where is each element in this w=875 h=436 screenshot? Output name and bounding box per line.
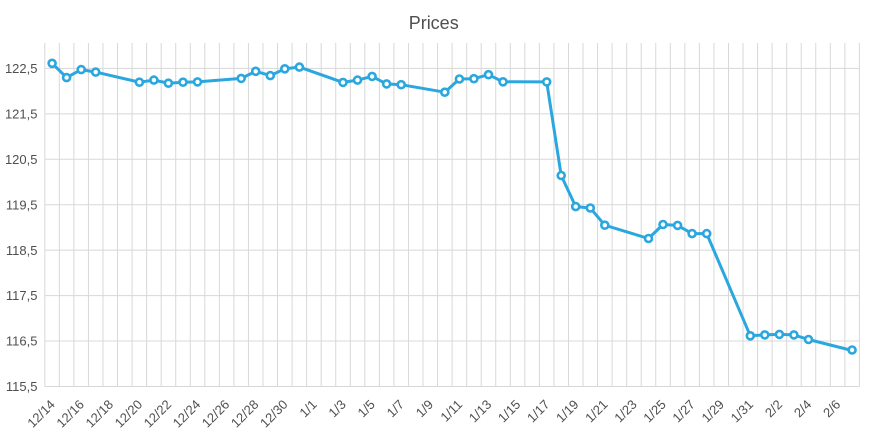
svg-text:12/30: 12/30: [257, 397, 291, 431]
svg-text:1/21: 1/21: [582, 397, 611, 426]
svg-text:1/5: 1/5: [355, 397, 378, 420]
svg-text:12/26: 12/26: [199, 397, 233, 431]
svg-text:1/7: 1/7: [384, 397, 407, 420]
svg-text:2/6: 2/6: [820, 397, 843, 420]
svg-text:1/17: 1/17: [524, 397, 553, 426]
svg-text:1/27: 1/27: [669, 397, 698, 426]
svg-text:1/9: 1/9: [413, 397, 436, 420]
svg-text:122,5: 122,5: [5, 61, 38, 76]
svg-text:116,5: 116,5: [6, 334, 38, 349]
svg-text:12/20: 12/20: [112, 397, 146, 431]
svg-text:120,5: 120,5: [5, 152, 38, 167]
svg-text:1/15: 1/15: [495, 397, 524, 426]
svg-text:118,5: 118,5: [6, 243, 38, 258]
svg-text:2/2: 2/2: [762, 397, 785, 420]
svg-text:12/22: 12/22: [141, 397, 175, 431]
svg-text:12/24: 12/24: [170, 397, 204, 431]
svg-text:2/4: 2/4: [791, 397, 814, 420]
svg-text:12/16: 12/16: [53, 397, 87, 431]
svg-text:12/14: 12/14: [24, 397, 58, 431]
svg-text:1/23: 1/23: [611, 397, 640, 426]
svg-text:12/18: 12/18: [83, 397, 117, 431]
svg-text:1/19: 1/19: [553, 397, 582, 426]
svg-text:119,5: 119,5: [6, 197, 38, 212]
svg-text:1/29: 1/29: [699, 397, 728, 426]
svg-text:Prices: Prices: [409, 13, 459, 33]
svg-text:117,5: 117,5: [6, 288, 38, 303]
svg-text:1/3: 1/3: [325, 397, 348, 420]
svg-text:115,5: 115,5: [6, 379, 38, 394]
svg-text:1/25: 1/25: [640, 397, 669, 426]
svg-text:1/13: 1/13: [466, 397, 495, 426]
svg-text:121,5: 121,5: [5, 106, 38, 121]
svg-text:1/11: 1/11: [437, 397, 465, 425]
svg-text:1/31: 1/31: [728, 397, 757, 426]
svg-text:1/1: 1/1: [296, 397, 319, 420]
svg-text:12/28: 12/28: [228, 397, 262, 431]
